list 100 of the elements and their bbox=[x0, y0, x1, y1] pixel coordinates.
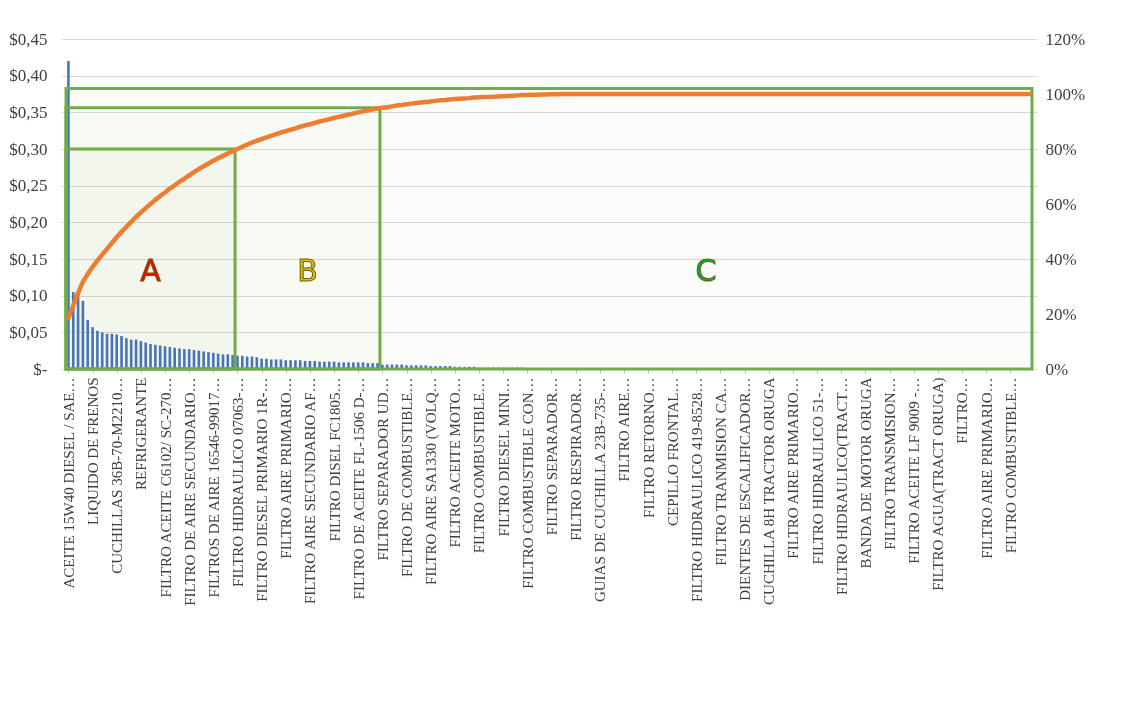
y-tick-label: $0,30 bbox=[9, 139, 48, 159]
x-tick-label: FILTRO COMBUSTIBLE CON… bbox=[519, 377, 536, 589]
y-tick-label: $0,10 bbox=[9, 286, 48, 306]
bar bbox=[468, 366, 471, 369]
y-tick-label: $- bbox=[33, 359, 48, 379]
x-tick-label: FILTRO AIRE SECUNDARIO AF… bbox=[302, 377, 319, 605]
x-tick-label: FILTRO HIDRAULICO 07063-… bbox=[229, 377, 246, 587]
x-tick-label: FILTRO TRANMISION CA… bbox=[712, 377, 729, 566]
x-tick-label: REFRIGERANTE bbox=[133, 377, 150, 490]
x-tick-label: LIQUIDO DE FRENOS bbox=[85, 377, 102, 525]
x-tick-label: FILTRO RESPIRADOR… bbox=[568, 377, 585, 541]
x-tick-label: BANDA DE MOTOR ORUGA bbox=[857, 377, 874, 569]
x-tick-label: FILTRO DIESEL PRIMARIO 1R-… bbox=[254, 377, 271, 602]
bar bbox=[183, 349, 186, 369]
bar bbox=[144, 342, 147, 369]
y-tick-label: $0,20 bbox=[9, 212, 48, 232]
bar bbox=[129, 339, 133, 369]
x-tick-label: FILTRO AIRE PRIMARIO… bbox=[278, 377, 295, 559]
bar bbox=[67, 61, 70, 369]
line-series bbox=[66, 91, 1032, 321]
x-tick-label: FILTRO HIDRAULICO 419-8528… bbox=[688, 377, 705, 602]
bar bbox=[289, 360, 292, 369]
y2-tick-label: 120% bbox=[1045, 29, 1086, 49]
x-tick-label: FILTRO AIRE… bbox=[616, 377, 633, 482]
bar bbox=[96, 330, 99, 369]
bar bbox=[269, 359, 273, 369]
bar bbox=[410, 365, 413, 369]
bar bbox=[439, 366, 442, 369]
bar bbox=[323, 361, 326, 369]
y2-tick-label: 0% bbox=[1045, 359, 1069, 379]
bar bbox=[342, 362, 346, 369]
bar bbox=[212, 352, 215, 369]
bar bbox=[458, 366, 461, 369]
y2-tick-label: 80% bbox=[1045, 139, 1077, 159]
x-tick-label: FILTROS DE AIRE 16546-99017… bbox=[205, 377, 222, 598]
bar bbox=[376, 363, 379, 369]
bar bbox=[154, 344, 157, 369]
x-tick-label: FILTRO ACEITE C6102/ SC-270… bbox=[157, 377, 174, 598]
bar bbox=[352, 362, 355, 369]
bar bbox=[405, 365, 408, 369]
bar bbox=[91, 327, 94, 369]
bar bbox=[347, 362, 350, 369]
band-label: A bbox=[140, 253, 162, 289]
x-tick-label: FILTRO COMBUSTIBLE… bbox=[471, 377, 488, 554]
x-tick-label: FILTRO TRANSMISION… bbox=[882, 377, 899, 550]
bar bbox=[294, 360, 297, 369]
bar bbox=[173, 347, 176, 369]
bar bbox=[434, 366, 437, 369]
y-tick-label: $0,05 bbox=[9, 322, 48, 342]
y2-tick-label: 20% bbox=[1045, 304, 1077, 324]
bar bbox=[313, 360, 317, 369]
y-tick-label: $0,15 bbox=[9, 249, 48, 269]
x-tick-label: CUCHILLAS 36B-70-M2210… bbox=[109, 377, 126, 574]
x-tick-label: FILTRO SEPARADOR UD… bbox=[374, 377, 391, 561]
x-tick-label: FILTRO AGUA(TRACT ORUGA) bbox=[930, 377, 948, 591]
bar bbox=[284, 360, 288, 369]
band-label: C bbox=[695, 253, 717, 289]
x-tick-label: FILTRO HIDRAULICO(TRACT… bbox=[833, 377, 851, 595]
x-tick-label: FILTRO DISEL FC1805… bbox=[326, 377, 343, 542]
bar bbox=[149, 344, 152, 369]
bar bbox=[463, 366, 466, 369]
bar bbox=[327, 361, 331, 369]
bar bbox=[115, 334, 119, 369]
x-tick-label: FILTRO HIDRAULICO 51-… bbox=[809, 377, 826, 565]
bar bbox=[429, 366, 432, 369]
y2-tick-label: 100% bbox=[1045, 84, 1086, 104]
bar bbox=[260, 358, 263, 369]
band-label: B bbox=[297, 253, 318, 289]
bar bbox=[178, 348, 181, 369]
bar bbox=[207, 352, 210, 369]
bar bbox=[231, 355, 234, 369]
y-tick-label: $0,45 bbox=[9, 29, 48, 49]
bar bbox=[400, 364, 403, 369]
bar bbox=[202, 351, 205, 369]
x-tick-label: GUIAS DE CUCHILLA 23B-735-… bbox=[592, 377, 609, 603]
y-tick-label: $0,25 bbox=[9, 176, 48, 196]
bar bbox=[100, 332, 104, 369]
x-tick-label: FILTRO DE ACEITE FL-1506 D-… bbox=[350, 377, 367, 600]
bar bbox=[371, 363, 375, 369]
x-tick-label: FILTRO ACEITE MOTO… bbox=[447, 377, 464, 548]
x-tick-label: FILTRO AIRE PRIMARIO… bbox=[785, 377, 802, 559]
x-tick-label: FILTRO RETORNO… bbox=[640, 377, 657, 518]
bar bbox=[236, 355, 239, 369]
x-tick-label: CUCHILLA 8H TRACTOR ORUGA bbox=[761, 377, 778, 605]
x-tick-label: FILTRO ACEITE LF 9009 -… bbox=[906, 377, 923, 564]
x-tick-label: FILTRO SEPARADOR… bbox=[543, 377, 560, 536]
y-tick-label: $0,40 bbox=[9, 66, 48, 86]
x-tick-label: FILTRO DIESEL MINI… bbox=[495, 377, 512, 537]
x-tick-label: FILTRO AIRE SA1330 (VOLQ… bbox=[423, 377, 441, 585]
y2-tick-label: 40% bbox=[1045, 249, 1077, 269]
x-tick-label: ACEITE 15W40 DIESEL / SAE… bbox=[60, 377, 77, 589]
x-tick-label: FILTRO DE COMBUSTIBLE… bbox=[399, 377, 416, 577]
bar bbox=[255, 357, 259, 369]
bar bbox=[265, 358, 268, 369]
bar bbox=[318, 361, 321, 369]
bar bbox=[86, 319, 90, 369]
y2-tick-label: 60% bbox=[1045, 194, 1077, 214]
bar bbox=[356, 362, 360, 369]
y-tick-label: $0,35 bbox=[9, 102, 48, 122]
bar bbox=[240, 355, 244, 369]
